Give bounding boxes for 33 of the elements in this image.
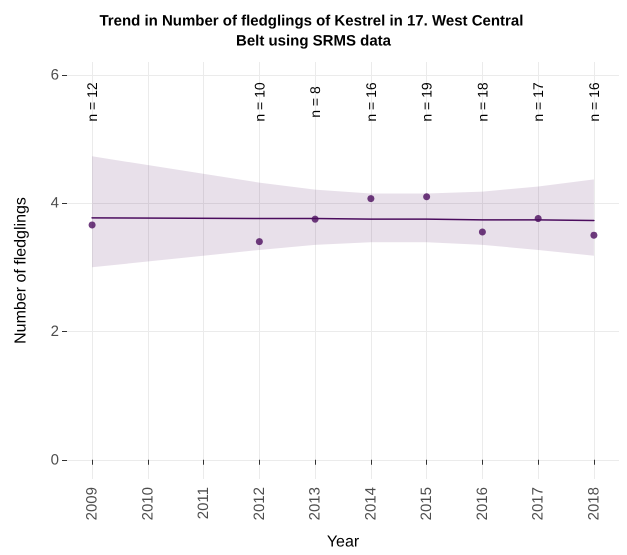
point	[88, 221, 96, 228]
point	[367, 195, 374, 202]
x-tick-label: 2011	[195, 487, 212, 520]
x-tick-label: 2014	[362, 487, 380, 520]
annotation: n = 10	[251, 82, 268, 122]
chart-title: Trend in Number of fledglings of Kestrel in 17. West Central Belt using SRMS data	[99, 12, 528, 50]
x-tick-label: 2010	[139, 487, 156, 520]
y-tick-label: 2	[50, 322, 59, 340]
point	[478, 228, 486, 236]
y-tick-label: 4	[50, 194, 59, 212]
point	[423, 193, 430, 200]
x-axis-title: Year	[326, 534, 360, 550]
x-tick-label: 2018	[585, 487, 602, 520]
annotation: n = 18	[474, 82, 490, 122]
y-tick-label: 6	[50, 66, 59, 84]
x-tick-label: 2009	[84, 487, 101, 520]
annotation: n = 17	[530, 82, 546, 122]
point	[534, 215, 542, 222]
annotation: n = 12	[84, 82, 100, 122]
point	[256, 238, 263, 246]
annotation: n = 16	[362, 82, 379, 122]
y-tick-label: 0	[50, 451, 59, 468]
annotation: n = 8	[307, 86, 324, 118]
x-tick-label: 2013	[306, 487, 324, 520]
annotation: n = 16	[586, 82, 602, 122]
point	[590, 232, 598, 239]
point	[312, 216, 319, 223]
x-tick-label: 2016	[474, 487, 491, 520]
x-tick-label: 2015	[418, 487, 436, 520]
y-axis-title: Number of fledglings	[12, 197, 30, 344]
x-tick-label: 2017	[530, 487, 547, 520]
annotation: n = 19	[418, 82, 435, 122]
x-tick-label: 2012	[250, 487, 268, 520]
